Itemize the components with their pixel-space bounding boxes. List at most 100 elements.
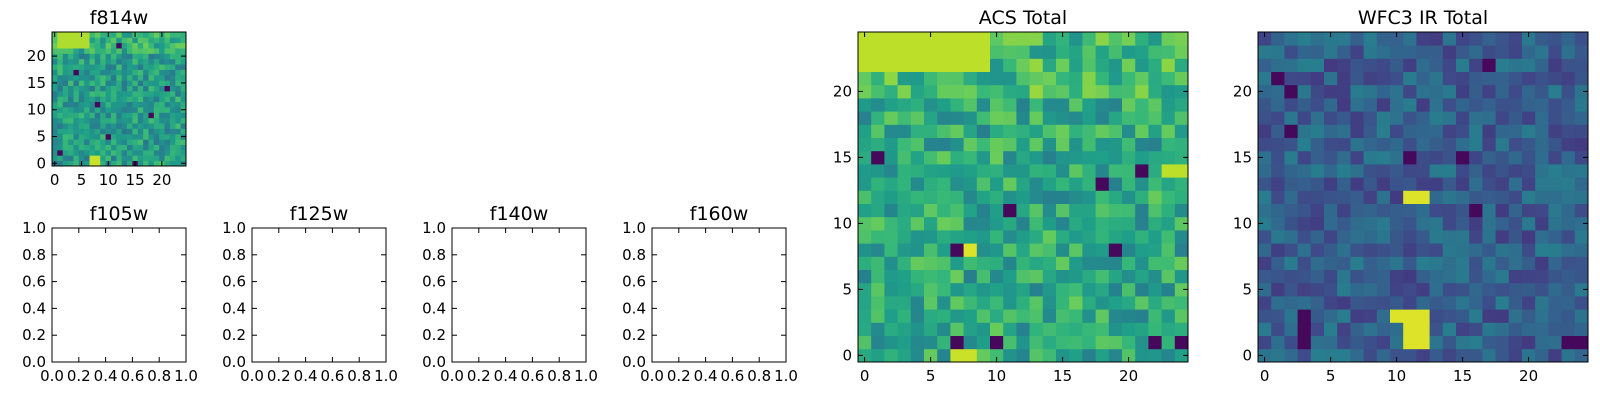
heatmap-cell <box>1284 322 1298 336</box>
heatmap-cell <box>963 190 978 204</box>
heatmap-cell <box>1135 58 1149 72</box>
y-tick-label: 0.6 <box>22 273 46 291</box>
heatmap-cell <box>1522 309 1536 323</box>
heatmap-cell <box>1258 322 1272 336</box>
heatmap-cell <box>1508 137 1523 152</box>
heatmap-cell <box>1535 45 1549 59</box>
heatmap-cell <box>1363 282 1378 297</box>
heatmap-cell <box>1376 322 1391 336</box>
heatmap-cell <box>57 101 64 108</box>
heatmap-cell <box>1042 335 1057 350</box>
heatmap-cell <box>1122 111 1136 125</box>
heatmap-cell <box>1258 164 1272 178</box>
heatmap-cell <box>1284 98 1298 112</box>
heatmap-cell <box>121 128 128 135</box>
heatmap-cell <box>1042 84 1057 99</box>
heatmap-cell <box>1350 111 1364 125</box>
heatmap-cell <box>1082 269 1096 284</box>
heatmap-cell <box>910 243 925 257</box>
heatmap-cell <box>1561 124 1576 138</box>
heatmap-cell <box>1095 84 1110 99</box>
heatmap-cell <box>1042 282 1057 297</box>
heatmap-cell <box>148 42 155 49</box>
heatmap-cell <box>1403 71 1417 86</box>
heatmap-cell <box>57 64 64 70</box>
heatmap-cell <box>1495 282 1510 297</box>
heatmap-cell <box>84 107 90 113</box>
heatmap-cell <box>52 123 58 129</box>
heatmap-cell <box>1548 203 1562 218</box>
heatmap-cell <box>924 309 938 323</box>
heatmap-cell <box>159 117 165 124</box>
heatmap-cell <box>1284 296 1298 310</box>
heatmap-cell <box>950 348 964 363</box>
heatmap-cell <box>1350 203 1364 218</box>
heatmap-cell <box>68 112 74 119</box>
heatmap-cell <box>1258 111 1272 125</box>
heatmap-cell <box>897 282 912 297</box>
heatmap-cell <box>121 160 128 167</box>
heatmap-cell <box>1376 269 1391 284</box>
heatmap-cell <box>121 48 128 54</box>
heatmap-cell <box>1561 269 1576 284</box>
heatmap-cell <box>148 155 155 162</box>
heatmap-cell <box>1469 269 1483 284</box>
heatmap-cell <box>1574 164 1589 178</box>
heatmap-cell <box>1535 58 1549 72</box>
heatmap-cell <box>1135 164 1149 178</box>
heatmap-cell <box>1535 309 1549 323</box>
heatmap-cell <box>1482 269 1496 284</box>
heatmap-cell <box>1561 84 1576 99</box>
heatmap-cell <box>963 71 978 86</box>
x-tick-label: 15 <box>1453 367 1472 385</box>
x-tick-label: 0.2 <box>667 367 691 385</box>
heatmap-cell <box>1148 164 1162 178</box>
heatmap-cell <box>910 32 925 46</box>
heatmap-cell <box>153 37 160 44</box>
heatmap-cell <box>1495 335 1510 350</box>
heatmap-cell <box>1376 150 1391 165</box>
heatmap-cell <box>78 74 85 81</box>
heatmap-cell <box>858 150 872 165</box>
heatmap-cell <box>1297 98 1312 112</box>
heatmap-cell <box>1284 164 1298 178</box>
heatmap-cell <box>68 74 74 81</box>
heatmap-cell <box>1442 190 1457 204</box>
heatmap-cell <box>175 74 182 81</box>
heatmap-cell <box>116 112 123 119</box>
heatmap-cell <box>1108 230 1123 244</box>
heatmap-cell <box>1548 137 1562 152</box>
heatmap-cell <box>110 107 117 113</box>
y-tick-label: 0.0 <box>222 353 246 371</box>
y-tick-label: 15 <box>27 74 46 92</box>
heatmap-cell <box>68 101 74 108</box>
heatmap-cell <box>1135 322 1149 336</box>
heatmap-cell <box>1271 230 1285 244</box>
heatmap-cell <box>84 101 90 108</box>
heatmap-cell <box>127 74 133 81</box>
heatmap-cell <box>1258 124 1272 138</box>
y-tick-label: 20 <box>1233 82 1252 100</box>
heatmap-cell <box>884 190 898 204</box>
heatmap-cell <box>127 37 133 44</box>
heatmap-cell <box>1258 177 1272 191</box>
heatmap-cell <box>62 37 69 44</box>
heatmap-cell <box>1456 203 1470 218</box>
heatmap-cell <box>116 80 123 86</box>
heatmap-cell <box>57 149 64 156</box>
heatmap-cell <box>169 69 176 76</box>
heatmap-cell <box>1574 269 1589 284</box>
heatmap-cell <box>1469 111 1483 125</box>
y-tick-label: 10 <box>27 101 46 119</box>
heatmap-cell <box>148 69 155 76</box>
heatmap-cell <box>1174 282 1189 297</box>
heatmap-cell <box>858 98 872 112</box>
heatmap-cell <box>1016 32 1030 46</box>
heatmap-cell <box>897 71 912 86</box>
heatmap-cell <box>68 48 74 54</box>
heatmap-cell <box>116 96 123 103</box>
heatmap-cell <box>169 123 176 129</box>
heatmap-cell <box>990 190 1004 204</box>
heatmap-cell <box>1482 243 1496 257</box>
heatmap-cell <box>1363 45 1378 59</box>
